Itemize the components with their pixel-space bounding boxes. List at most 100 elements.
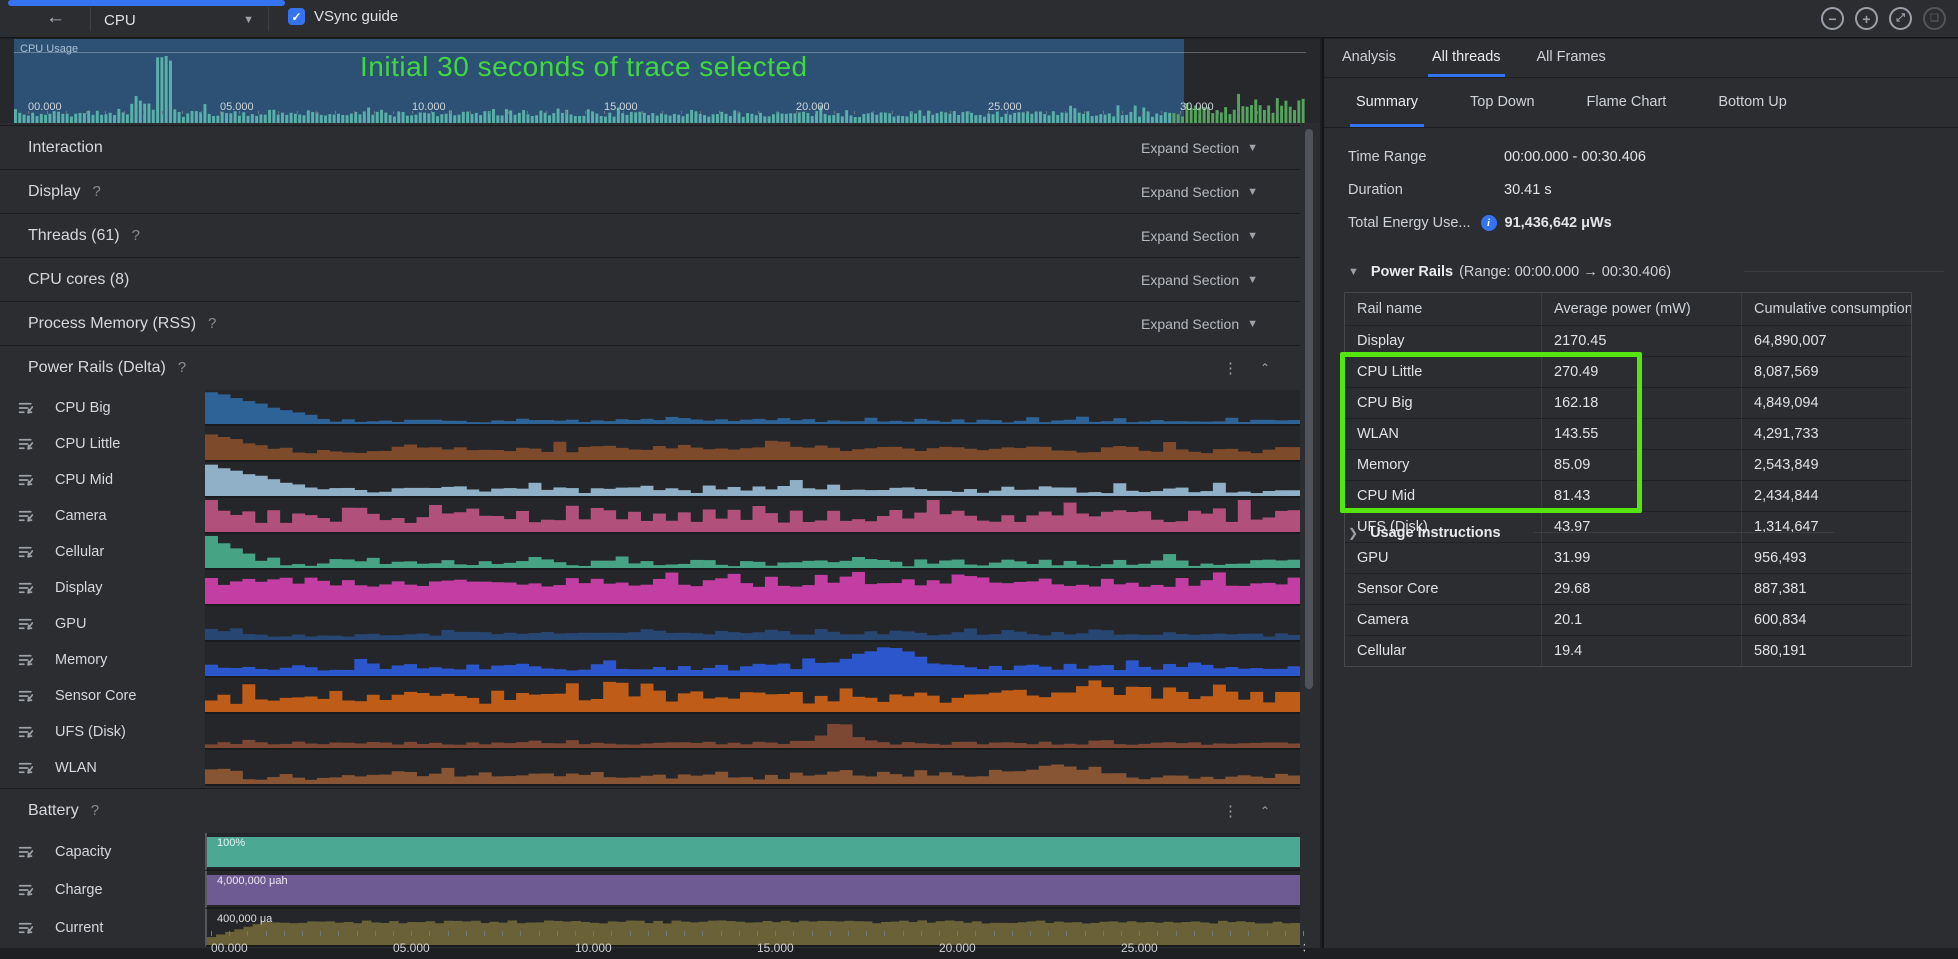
section-row-power-rails[interactable]: Power Rails (Delta)? ⋮ ⌃: [0, 345, 1300, 389]
usage-instructions-collapsible[interactable]: ❯ Usage Instructions: [1348, 525, 1501, 541]
cpu-usage-timeline[interactable]: CPU Usage Initial 30 seconds of trace se…: [0, 39, 1320, 123]
subtab-top-down[interactable]: Top Down: [1470, 94, 1535, 110]
rail-histogram[interactable]: [205, 426, 1300, 462]
help-icon[interactable]: ?: [177, 359, 187, 376]
battery-row-charge[interactable]: Charge 4,000,000 μah: [0, 871, 1300, 909]
table-row-memory[interactable]: Memory 85.09 2,543,849: [1345, 449, 1911, 480]
table-row-wlan[interactable]: WLAN 143.55 4,291,733: [1345, 418, 1911, 449]
table-row-sensor-core[interactable]: Sensor Core 29.68 887,381: [1345, 573, 1911, 604]
help-icon[interactable]: ?: [131, 227, 140, 244]
expand-section-button[interactable]: Expand Section ▼: [1141, 316, 1258, 332]
rail-histogram[interactable]: [205, 534, 1300, 570]
toolbar: ← CPU ▼ ✓ VSync guide − + ⤢ ❑: [0, 0, 1958, 38]
rail-histogram[interactable]: [205, 390, 1300, 426]
rail-row-cpu-mid[interactable]: CPU Mid: [0, 462, 1300, 498]
table-row-camera[interactable]: Camera 20.1 600,834: [1345, 604, 1911, 635]
rail-row-cpu-big[interactable]: CPU Big: [0, 390, 1300, 426]
zoom-in-button[interactable]: +: [1855, 7, 1878, 30]
track-config-icon[interactable]: [18, 544, 35, 561]
timeline-selection[interactable]: [14, 39, 1184, 123]
table-row-gpu[interactable]: GPU 31.99 956,493: [1345, 542, 1911, 573]
track-config-icon[interactable]: [18, 760, 35, 777]
table-row-display[interactable]: Display 2170.45 64,890,007: [1345, 325, 1911, 356]
vsync-checkbox[interactable]: ✓: [288, 8, 305, 25]
rail-row-memory[interactable]: Memory: [0, 642, 1300, 678]
help-icon[interactable]: ?: [90, 802, 100, 819]
track-config-icon[interactable]: [18, 580, 35, 597]
rail-row-cpu-little[interactable]: CPU Little: [0, 426, 1300, 462]
collapse-section-icon[interactable]: ⌃: [1259, 360, 1270, 375]
section-row-battery[interactable]: Battery? ⋮ ⌃: [0, 788, 1300, 832]
track-config-icon[interactable]: [18, 436, 35, 453]
collapse-section-icon[interactable]: ⌃: [1259, 803, 1270, 818]
axis-minor-tick: [866, 931, 868, 936]
battery-band[interactable]: 100%: [205, 833, 1300, 871]
track-config-icon[interactable]: [18, 652, 35, 669]
rail-histogram[interactable]: [205, 606, 1300, 642]
tab-all-frames[interactable]: All Frames: [1536, 49, 1606, 65]
vertical-scrollbar[interactable]: [1305, 129, 1313, 689]
expand-section-button[interactable]: Expand Section ▼: [1141, 184, 1258, 200]
rail-row-ufs-disk-[interactable]: UFS (Disk): [0, 714, 1300, 750]
section-row-interaction[interactable]: Interaction Expand Section ▼: [0, 125, 1300, 169]
table-row-cpu-big[interactable]: CPU Big 162.18 4,849,094: [1345, 387, 1911, 418]
column-header-rail-name[interactable]: Rail name: [1357, 301, 1423, 317]
cell-average-power: 19.4: [1541, 636, 1741, 666]
section-row-display[interactable]: Display? Expand Section ▼: [0, 169, 1300, 213]
profiler-dropdown[interactable]: CPU ▼: [104, 8, 254, 32]
reset-zoom-button[interactable]: ⤢: [1889, 7, 1912, 30]
axis-minor-tick: [1266, 931, 1268, 936]
rail-histogram[interactable]: [205, 462, 1300, 498]
track-config-icon[interactable]: [18, 844, 35, 861]
section-row-cpu-cores-8-[interactable]: CPU cores (8) Expand Section ▼: [0, 257, 1300, 301]
info-icon[interactable]: i: [1480, 215, 1497, 231]
column-header-average-power[interactable]: Average power (mW): [1541, 293, 1741, 325]
rail-row-display[interactable]: Display: [0, 570, 1300, 606]
rail-row-gpu[interactable]: GPU: [0, 606, 1300, 642]
rail-row-camera[interactable]: Camera: [0, 498, 1300, 534]
rail-histogram[interactable]: [205, 678, 1300, 714]
subtab-flame-chart[interactable]: Flame Chart: [1586, 94, 1667, 110]
cpu-usage-sparkline: [14, 56, 1305, 123]
table-row-cellular[interactable]: Cellular 19.4 580,191: [1345, 635, 1911, 666]
track-config-icon[interactable]: [18, 400, 35, 417]
rail-row-cellular[interactable]: Cellular: [0, 534, 1300, 570]
axis-minor-tick: [247, 931, 249, 936]
zoom-out-button[interactable]: −: [1821, 7, 1844, 30]
rail-histogram[interactable]: [205, 750, 1300, 786]
rail-histogram[interactable]: [205, 714, 1300, 750]
track-config-icon[interactable]: [18, 508, 35, 525]
power-rails-collapsible[interactable]: ▼ Power Rails (Range: 00:00.000 → 00:30.…: [1348, 264, 1671, 280]
zoom-to-selection-button[interactable]: ❑: [1923, 7, 1946, 30]
expand-section-button[interactable]: Expand Section ▼: [1141, 272, 1258, 288]
section-row-process-memory-rss-[interactable]: Process Memory (RSS)? Expand Section ▼: [0, 301, 1300, 345]
column-header-cumulative[interactable]: Cumulative consumption: [1741, 293, 1911, 325]
rail-histogram[interactable]: [205, 570, 1300, 606]
rail-row-wlan[interactable]: WLAN: [0, 750, 1300, 786]
back-button[interactable]: ←: [46, 7, 65, 28]
subtab-bottom-up[interactable]: Bottom Up: [1718, 94, 1787, 110]
track-config-icon[interactable]: [18, 472, 35, 489]
section-row-threads-61-[interactable]: Threads (61)? Expand Section ▼: [0, 213, 1300, 257]
kebab-menu-icon[interactable]: ⋮: [1222, 359, 1238, 377]
kebab-menu-icon[interactable]: ⋮: [1222, 802, 1238, 820]
track-config-icon[interactable]: [18, 616, 35, 633]
help-icon[interactable]: ?: [92, 183, 101, 200]
expand-section-button[interactable]: Expand Section ▼: [1141, 140, 1258, 156]
track-config-icon[interactable]: [18, 688, 35, 705]
table-row-cpu-little[interactable]: CPU Little 270.49 8,087,569: [1345, 356, 1911, 387]
battery-row-capacity[interactable]: Capacity 100%: [0, 833, 1300, 871]
tab-all-threads[interactable]: All threads: [1428, 43, 1505, 77]
tab-analysis[interactable]: Analysis: [1342, 49, 1396, 65]
expand-section-button[interactable]: Expand Section ▼: [1141, 228, 1258, 244]
track-config-icon[interactable]: [18, 724, 35, 741]
table-row-cpu-mid[interactable]: CPU Mid 81.43 2,434,844: [1345, 480, 1911, 511]
help-icon[interactable]: ?: [208, 315, 217, 332]
rail-histogram[interactable]: [205, 498, 1300, 534]
rail-histogram[interactable]: [205, 642, 1300, 678]
track-config-icon[interactable]: [18, 882, 35, 899]
subtab-summary[interactable]: Summary: [1350, 88, 1425, 127]
track-config-icon[interactable]: [18, 920, 35, 937]
rail-row-sensor-core[interactable]: Sensor Core: [0, 678, 1300, 714]
battery-band[interactable]: 4,000,000 μah: [205, 871, 1300, 909]
